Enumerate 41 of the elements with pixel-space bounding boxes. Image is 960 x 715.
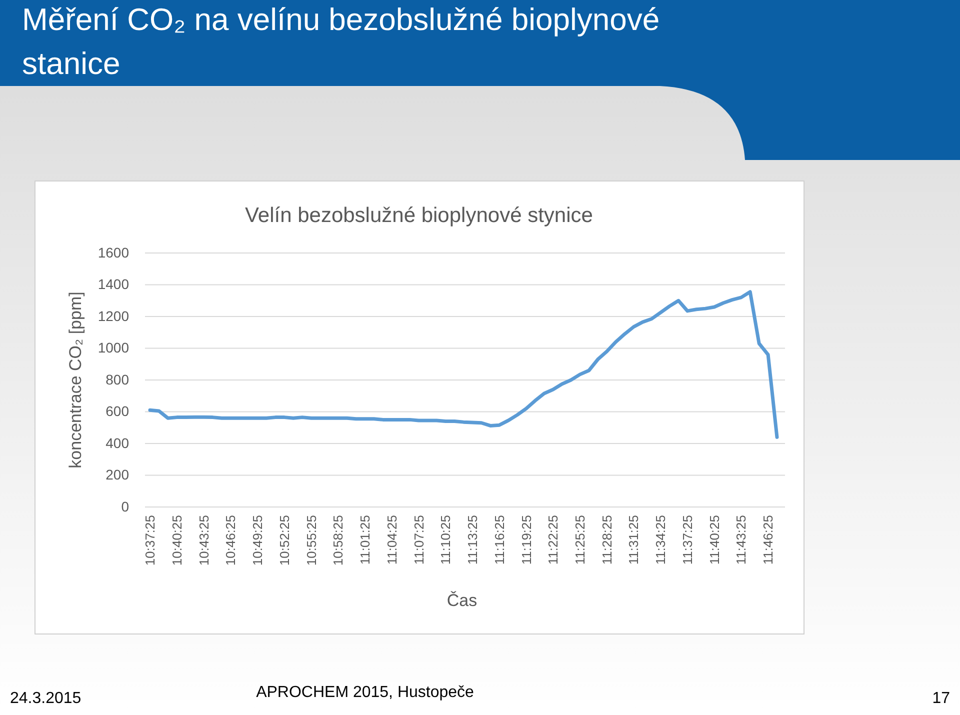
- x-tick-label: 11:19:25: [518, 515, 534, 565]
- y-tick-label: 1000: [98, 340, 130, 356]
- x-tick-label: 11:04:25: [384, 515, 400, 565]
- y-tick-label: 1200: [98, 308, 130, 324]
- y-tick-label: 400: [106, 434, 130, 451]
- x-tick-label: 11:01:25: [358, 515, 373, 565]
- x-tick-label: 10:58:25: [330, 515, 346, 566]
- x-tick-label: 11:31:25: [626, 515, 642, 565]
- x-tick-label: 11:34:25: [653, 515, 668, 565]
- x-tick-label: 10:46:25: [223, 515, 238, 566]
- x-tick-label: 11:43:25: [734, 515, 749, 565]
- text: APROCHEM 2015, Hustopeče: [256, 684, 474, 701]
- x-tick-label: 11:37:25: [680, 515, 695, 565]
- x-tick-label: 11:40:25: [706, 515, 722, 565]
- x-tick-label: 11:46:25: [760, 515, 776, 565]
- y-tick-label: 0: [121, 498, 130, 514]
- x-tick-label: 11:28:25: [599, 515, 614, 565]
- x-tick-label: 11:10:25: [438, 515, 454, 565]
- x-tick-label: 10:55:25: [304, 515, 319, 566]
- x-tick-label: 10:40:25: [169, 515, 184, 566]
- chart-subtitle: Velín bezobslužné bioplynové stynice: [245, 204, 593, 227]
- y-tick-label: 200: [106, 466, 130, 483]
- x-tick-label: 10:49:25: [250, 515, 266, 566]
- y-tick-label: 1600: [98, 244, 130, 260]
- y-axis-title: koncentrace CO₂ [ppm]: [66, 292, 85, 468]
- x-tick-label: 11:22:25: [546, 515, 561, 565]
- x-tick-label: 11:13:25: [465, 515, 480, 565]
- x-tick-label: 11:16:25: [492, 515, 507, 565]
- y-tick-label: 1400: [98, 276, 130, 292]
- line-series: [148, 290, 779, 439]
- y-tick-label: 800: [106, 371, 130, 388]
- chart-title: Měření CO₂ na velínu bezobslužné bioplynové stanice: [22, 2, 660, 81]
- x-tick-label: 10:43:25: [196, 515, 212, 566]
- x-tick-label: 10:52:25: [276, 515, 292, 566]
- text: 17: [932, 690, 950, 707]
- text: 24.3.2015: [10, 690, 82, 707]
- x-tick-label: 11:25:25: [572, 515, 588, 565]
- x-tick-label: 10:37:25: [142, 515, 158, 566]
- y-tick-label: 600: [106, 403, 130, 420]
- x-axis-title: Čas: [446, 591, 478, 610]
- x-tick-label: 11:07:25: [411, 515, 426, 565]
